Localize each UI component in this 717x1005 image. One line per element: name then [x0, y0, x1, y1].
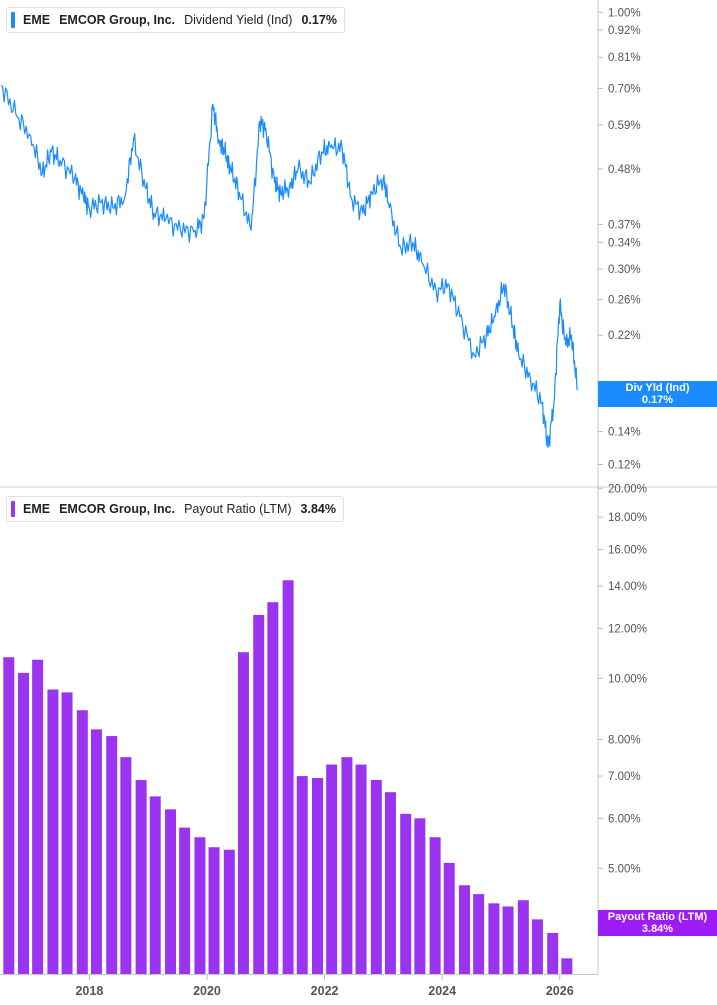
payout-ratio-bar: [253, 614, 265, 974]
legend-ticker: EME: [23, 13, 51, 27]
y-tick-label: 0.26%: [608, 295, 641, 307]
payout-ratio-bar: [237, 652, 249, 974]
y-tick-label: 0.37%: [608, 219, 641, 231]
payout-ratio-bar: [517, 900, 529, 974]
y-tick-label: 0.48%: [608, 164, 641, 176]
payout-ratio-bar: [400, 813, 412, 974]
payout-ratio-bar: [90, 729, 102, 974]
dividend-yield-legend-swatch: [11, 12, 15, 28]
payout-ratio-bar: [459, 885, 471, 974]
payout-ratio-bar: [531, 919, 543, 974]
legend-company: EMCOR Group, Inc.: [59, 502, 176, 516]
payout-ratio-legend-swatch: [11, 501, 15, 517]
payout-ratio-bar: [473, 894, 485, 974]
legend-metric: Dividend Yield (Ind): [184, 13, 293, 27]
payout-ratio-bar: [179, 827, 191, 974]
x-tick-label: 2024: [428, 984, 456, 998]
y-tick-label: 0.34%: [608, 237, 641, 249]
payout-ratio-bar: [561, 958, 573, 974]
legend-company: EMCOR Group, Inc.: [59, 13, 176, 27]
legend-metric: Payout Ratio (LTM): [184, 502, 292, 516]
y-tick-label: 18.00%: [608, 512, 647, 524]
payout-ratio-bar: [165, 809, 177, 974]
y-tick-label: 7.00%: [608, 771, 641, 783]
payout-ratio-bar: [120, 757, 132, 974]
y-tick-label: 12.00%: [608, 623, 647, 635]
y-tick-label: 5.00%: [608, 863, 641, 875]
payout-ratio-bar: [76, 710, 88, 974]
y-tick-label: 8.00%: [608, 734, 641, 746]
flag-value: 3.84%: [641, 923, 674, 935]
payout-ratio-bar: [106, 736, 118, 974]
payout-ratio-bar: [384, 792, 396, 974]
payout-ratio-bar: [502, 906, 514, 974]
payout-ratio-bar: [135, 780, 147, 974]
flag-value: 0.17%: [641, 394, 674, 406]
y-tick-label: 0.70%: [608, 83, 641, 95]
y-tick-label: 14.00%: [608, 581, 647, 593]
y-tick-label: 0.14%: [608, 427, 641, 439]
payout-ratio-bar: [18, 672, 30, 974]
payout-ratio-bar: [208, 847, 220, 974]
payout-ratio-bar: [488, 903, 500, 974]
y-tick-label: 0.12%: [608, 460, 641, 472]
x-tick-label: 2020: [193, 984, 221, 998]
flag-title: Payout Ratio (LTM): [607, 911, 708, 923]
y-tick-label: 0.81%: [608, 52, 641, 64]
payout-ratio-bar: [414, 818, 426, 974]
x-tick-label: 2026: [546, 984, 574, 998]
y-tick-label: 20.00%: [608, 483, 647, 495]
dividend-yield-flag: Div Yld (Ind) 0.17%: [598, 381, 717, 407]
payout-ratio-bar: [149, 796, 161, 974]
payout-ratio-bar: [223, 849, 235, 974]
legend-value: 3.84%: [300, 502, 336, 516]
x-tick-label: 2018: [75, 984, 103, 998]
y-tick-label: 1.00%: [608, 7, 641, 19]
dividend-yield-series-line: [0, 84, 578, 448]
payout-ratio-bar: [296, 776, 308, 974]
payout-ratio-bar: [312, 778, 324, 974]
payout-ratio-bar: [443, 862, 455, 974]
legend-value: 0.17%: [301, 13, 337, 27]
y-tick-label: 6.00%: [608, 813, 641, 825]
payout-ratio-bar: [47, 689, 59, 974]
payout-ratio-bar: [341, 757, 353, 974]
y-tick-label: 0.59%: [608, 120, 641, 132]
y-tick-label: 16.00%: [608, 544, 647, 556]
y-tick-label: 10.00%: [608, 673, 647, 685]
payout-ratio-bar: [547, 932, 559, 974]
flag-title: Div Yld (Ind): [625, 382, 690, 394]
payout-ratio-bar: [3, 657, 15, 974]
payout-ratio-bar: [429, 837, 441, 974]
y-tick-label: 0.30%: [608, 264, 641, 276]
legend-ticker: EME: [23, 502, 51, 516]
y-tick-label: 0.92%: [608, 25, 641, 37]
payout-ratio-legend[interactable]: EME EMCOR Group, Inc. Payout Ratio (LTM)…: [6, 496, 344, 522]
payout-ratio-bar: [370, 780, 382, 974]
payout-ratio-bar: [32, 659, 44, 974]
dividend-yield-legend[interactable]: EME EMCOR Group, Inc. Dividend Yield (In…: [6, 7, 345, 33]
payout-ratio-bar: [282, 580, 294, 974]
payout-ratio-bar: [194, 837, 206, 974]
payout-ratio-bar: [267, 602, 279, 974]
payout-ratio-flag: Payout Ratio (LTM) 3.84%: [598, 910, 717, 936]
payout-ratio-bar: [355, 764, 367, 974]
payout-ratio-bar: [61, 692, 73, 974]
x-tick-label: 2022: [311, 984, 339, 998]
payout-ratio-bar: [326, 764, 338, 974]
y-tick-label: 0.22%: [608, 330, 641, 342]
